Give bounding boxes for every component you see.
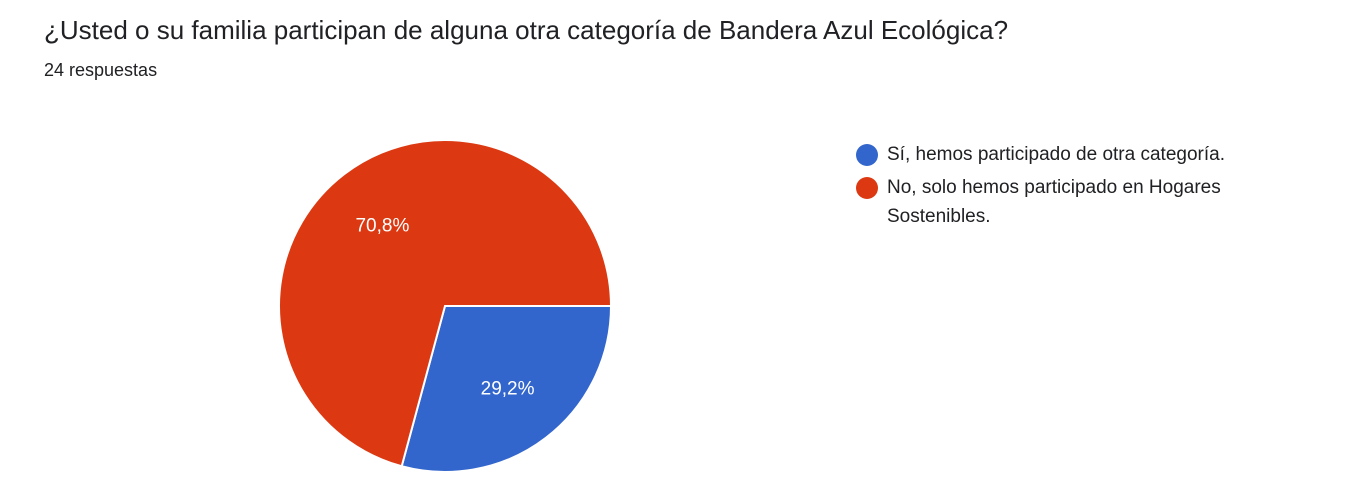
chart-title: ¿Usted o su familia participan de alguna… [44,15,1009,45]
slice-label-no: 70,8% [355,215,409,236]
legend-label-no: No, solo hemos participado en Hogares So… [887,177,1221,227]
legend-swatch-si [856,144,878,166]
legend-swatch-no [856,177,878,199]
slice-label-si: 29,2% [481,379,535,400]
pie-chart: 29,2% 70,8% [278,139,613,473]
legend: Sí, hemos participado de otra categoría.… [856,140,1306,235]
legend-item-si[interactable]: Sí, hemos participado de otra categoría. [856,140,1306,169]
legend-item-no[interactable]: No, solo hemos participado en Hogares So… [856,173,1306,231]
pie-slice-no[interactable] [278,139,613,468]
legend-label-si: Sí, hemos participado de otra categoría. [887,144,1225,165]
pie-slice-si[interactable] [400,305,613,473]
response-count: 24 respuestas [44,60,158,80]
